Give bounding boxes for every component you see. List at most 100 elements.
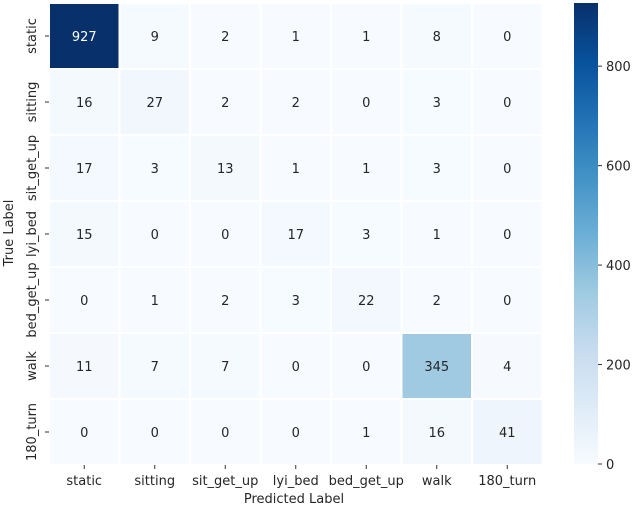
y-tick-label: walk (25, 351, 40, 381)
cell-value-label: 0 (503, 162, 511, 177)
heatmap-cell (400, 398, 473, 466)
cell-value-label: 1 (292, 162, 300, 177)
cell-value-label: 0 (151, 426, 159, 441)
cell-value-label: 0 (292, 360, 300, 375)
heatmap-cell (189, 68, 262, 136)
heatmap-cell (48, 134, 121, 202)
y-tick-label: sit_get_up (25, 135, 40, 201)
x-tick-labels: static sitting sit_get_up lyi_bed bed_get_up… (66, 465, 536, 489)
x-tick-label: lyi_bed (273, 474, 319, 489)
heatmap-cell (189, 332, 262, 400)
cell-value-label: 4 (503, 360, 511, 375)
cell-value-label: 2 (433, 294, 441, 309)
cell-value-label: 16 (428, 426, 445, 441)
cell-value-label: 0 (292, 426, 300, 441)
colorbar-ticks: 0 200 400 600 800 (598, 60, 631, 473)
cell-value-label: 0 (362, 360, 370, 375)
cell-value-label: 3 (151, 162, 159, 177)
y-tick-label: bed_get_up (25, 262, 40, 337)
y-tick-label: static (25, 18, 40, 54)
colorbar-tick-label: 600 (606, 160, 631, 175)
x-axis-label: Predicted Label (244, 492, 344, 507)
cell-value-label: 13 (217, 162, 234, 177)
y-tick-label: sitting (25, 82, 40, 123)
heatmap-cell (189, 200, 262, 268)
cell-value-label: 7 (151, 360, 159, 375)
cell-value-label: 1 (151, 294, 159, 309)
y-tick-label: lyi_bed (25, 211, 40, 257)
cell-value-label: 2 (292, 96, 300, 111)
cell-value-label: 0 (80, 294, 88, 309)
colorbar-tick-label: 0 (606, 458, 614, 473)
heatmap-cell (400, 332, 473, 400)
heatmap-cell (189, 134, 262, 202)
x-tick-label: 180_turn (478, 474, 536, 489)
cell-value-label: 0 (151, 228, 159, 243)
cell-value-label: 1 (362, 162, 370, 177)
x-tick-label: bed_get_up (329, 474, 404, 489)
cell-value-label: 0 (503, 228, 511, 243)
cell-value-label: 1 (292, 30, 300, 45)
y-tick-labels: static sitting sit_get_up lyi_bed bed_get_up… (25, 18, 49, 461)
cell-value-label: 2 (221, 294, 229, 309)
colorbar-tick-label: 200 (606, 359, 631, 374)
colorbar-tick-label: 400 (606, 259, 631, 274)
y-axis-label: True Label (2, 200, 17, 268)
heatmap-cell (118, 68, 191, 136)
cell-value-label: 3 (433, 162, 441, 177)
heatmap-cell (471, 134, 544, 202)
heatmap-cell (330, 200, 403, 268)
y-tick-label: 180_turn (25, 403, 40, 461)
cell-value-label: 0 (503, 96, 511, 111)
cell-value-label: 0 (503, 30, 511, 45)
colorbar (574, 3, 598, 464)
heatmap-cell (118, 266, 191, 334)
cell-value-label: 2 (221, 30, 229, 45)
cell-value-label: 0 (503, 294, 511, 309)
heatmap-cell (471, 200, 544, 268)
x-tick-label: static (66, 474, 102, 489)
cell-value-label: 1 (362, 30, 370, 45)
cell-value-label: 3 (292, 294, 300, 309)
heatmap-cells: 927 9 2 1 1 8 016 27 2 2 0 3 017 3 13 1 1 3 015 0 0 17 3 1 00 1 2 3… (48, 2, 544, 466)
heatmap-cell (259, 200, 332, 268)
cell-value-label: 3 (433, 96, 441, 111)
cell-value-label: 0 (221, 228, 229, 243)
heatmap-cell (471, 398, 544, 466)
heatmap-cell (118, 2, 191, 70)
cell-value-label: 3 (362, 228, 370, 243)
cell-value-label: 2 (221, 96, 229, 111)
cell-value-label: 0 (221, 426, 229, 441)
cell-value-label: 16 (76, 96, 93, 111)
cell-value-label: 345 (424, 360, 449, 375)
cell-value-label: 1 (433, 228, 441, 243)
heatmap-cell (189, 398, 262, 466)
heatmap-cell (118, 398, 191, 466)
heatmap-cell (330, 134, 403, 202)
heatmap-cell (471, 2, 544, 70)
heatmap-cell (189, 2, 262, 70)
heatmap-cell (259, 134, 332, 202)
x-tick-label: walk (422, 474, 452, 489)
heatmap-cell (48, 398, 121, 466)
cell-value-label: 41 (499, 426, 516, 441)
cell-value-label: 1 (362, 426, 370, 441)
heatmap-cell (48, 2, 121, 70)
heatmap-cell (471, 332, 544, 400)
cell-value-label: 927 (72, 30, 97, 45)
cell-value-label: 27 (146, 96, 163, 111)
cell-value-label: 17 (76, 162, 93, 177)
cell-value-label: 17 (287, 228, 304, 243)
heatmap-cell (259, 332, 332, 400)
heatmap-cell (400, 68, 473, 136)
cell-value-label: 7 (221, 360, 229, 375)
heatmap-cell (330, 68, 403, 136)
cell-value-label: 11 (76, 360, 93, 375)
cell-value-label: 15 (76, 228, 93, 243)
cell-value-label: 9 (151, 30, 159, 45)
heatmap-cell (118, 134, 191, 202)
colorbar-tick-label: 800 (606, 60, 631, 75)
cell-value-label: 0 (362, 96, 370, 111)
heatmap-cell (471, 68, 544, 136)
